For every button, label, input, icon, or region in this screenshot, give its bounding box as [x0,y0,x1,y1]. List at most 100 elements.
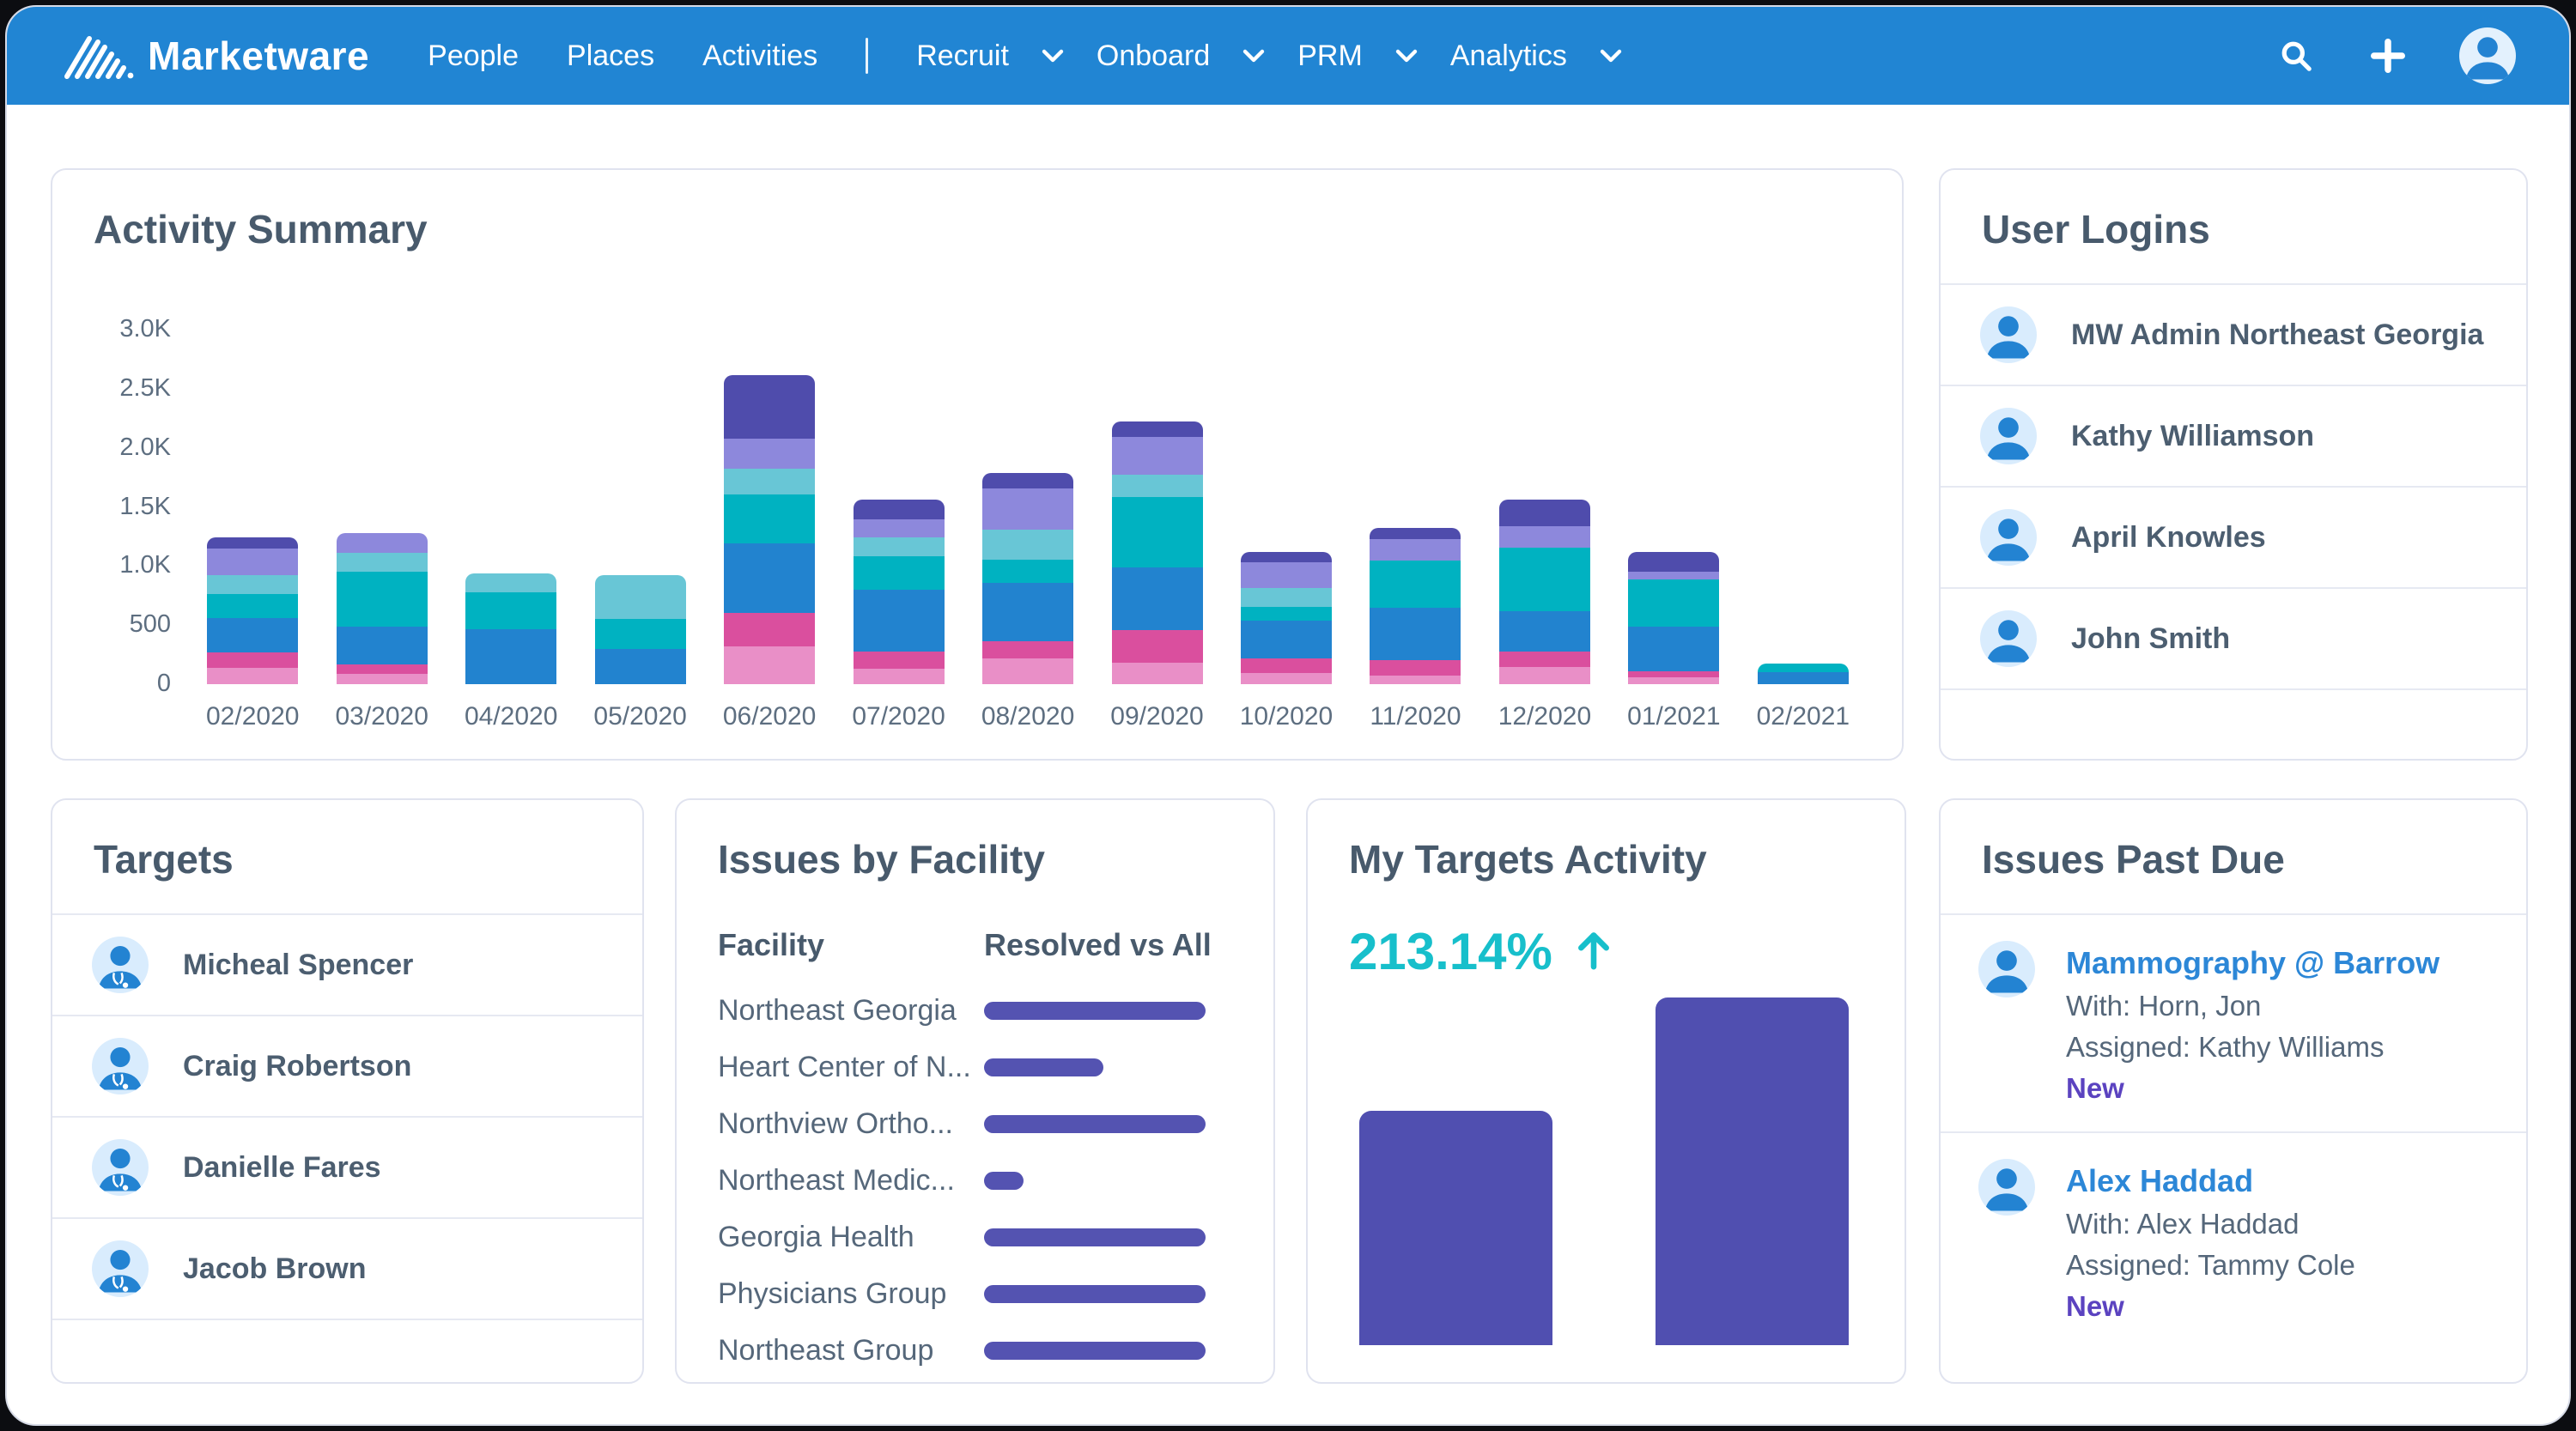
stacked-bar[interactable] [1498,500,1590,684]
brand-logo: Marketware [60,27,369,86]
user-login-row[interactable]: John Smith [1941,587,2526,688]
stacked-bar[interactable] [853,500,945,684]
stacked-bar[interactable] [594,575,686,684]
chart-column: 02/2020 [188,330,317,731]
segment-blue [1628,626,1720,671]
chart-column: 04/2020 [447,330,575,731]
nav-item-recruit[interactable]: Recruit [916,39,1009,72]
facility-row[interactable]: Physicians Group [677,1265,1273,1322]
segment-light-purple [1498,526,1590,548]
past-due-with: With: Horn, Jon [2066,990,2262,1022]
target-row[interactable]: Danielle Fares [52,1116,642,1217]
segment-teal [982,560,1074,583]
target-row[interactable]: Jacob Brown [52,1217,642,1319]
facility-row[interactable]: Northeast Medic... [677,1152,1273,1209]
segment-dark-purple [207,537,299,549]
doctor-avatar-icon [92,1240,149,1297]
target-activity-bar[interactable] [1359,1111,1552,1345]
past-due-item[interactable]: Mammography @ Barrow With: Horn, Jon Assig… [1941,915,2526,1133]
nav-item-places[interactable]: Places [567,39,655,72]
segment-light-teal [594,575,686,620]
stacked-bar[interactable] [1628,551,1720,684]
segment-light-teal [724,469,816,495]
stacked-bar[interactable] [724,375,816,684]
segment-light-purple [1628,571,1720,580]
segment-light-teal [465,573,557,593]
user-login-row[interactable]: April Knowles [1941,486,2526,587]
person-name: Danielle Fares [183,1150,381,1184]
chart-column: 01/2021 [1609,330,1738,731]
stacked-bar[interactable] [982,473,1074,684]
search-icon[interactable] [2275,35,2317,76]
stacked-bar[interactable] [465,573,557,684]
nav-item-activities[interactable]: Activities [702,39,818,72]
nav-item-onboard[interactable]: Onboard [1096,39,1211,72]
chart-column: 06/2020 [705,330,834,731]
resolved-bar-track [984,1284,1206,1303]
segment-dark-purple [1370,528,1461,540]
past-due-item[interactable]: Alex Haddad With: Alex Haddad Assigned: Ta… [1941,1133,2526,1349]
user-logins-list: MW Admin Northeast Georgia Kathy William… [1941,283,2526,690]
issues-past-due-card: Issues Past Due Mammography @ Barrow With… [1939,798,2528,1384]
segment-pink [853,669,945,684]
plus-icon[interactable] [2366,34,2409,77]
resolved-bar-track [984,1171,1206,1190]
facility-row[interactable]: Heart Center of N... [677,1039,1273,1095]
chevron-down-icon [1242,49,1265,64]
target-row[interactable]: Micheal Spencer [52,913,642,1015]
facility-name: Physicians Group [718,1276,947,1310]
facility-row[interactable]: Northeast Georgia [677,982,1273,1039]
segment-light-teal [853,537,945,556]
segment-light-purple [1240,561,1332,589]
segment-magenta [1628,670,1720,677]
x-axis-label: 02/2021 [1756,702,1850,731]
y-axis-tick: 1.5K [119,492,171,520]
person-name: Craig Robertson [183,1049,412,1082]
stacked-bar[interactable] [1370,528,1461,684]
past-due-title-link[interactable]: Alex Haddad [2066,1163,2254,1198]
past-due-title-link[interactable]: Mammography @ Barrow [2066,945,2440,980]
y-axis-tick: 0 [156,670,171,697]
stacked-bar[interactable] [1111,421,1203,684]
stacked-bar[interactable] [336,533,428,684]
segment-light-teal [1111,474,1203,497]
facility-row[interactable]: Georgia Health [677,1209,1273,1265]
person-name: MW Admin Northeast Georgia [2071,318,2484,351]
y-axis-tick: 2.0K [119,433,171,461]
segment-pink [1498,667,1590,684]
facility-row[interactable]: Northeast Group [677,1322,1273,1379]
user-login-row[interactable]: MW Admin Northeast Georgia [1941,283,2526,385]
target-row[interactable]: Craig Robertson [52,1015,642,1116]
facility-column-header: Facility [718,927,825,962]
chart-column: 12/2020 [1480,330,1609,731]
nav-item-analytics[interactable]: Analytics [1449,39,1567,72]
stacked-bar[interactable] [207,537,299,684]
user-avatar-icon [1980,610,2037,667]
person-name: April Knowles [2071,520,2266,554]
doctor-avatar-icon [92,1038,149,1094]
segment-teal [465,592,557,629]
facility-table-header: Facility Resolved vs All [677,927,1273,963]
segment-pink [724,646,816,684]
card-title: Activity Summary [94,207,428,252]
app-window: Marketware People Places Activities Recruit… [5,5,2571,1426]
person-name: Jacob Brown [183,1252,367,1285]
facility-name: Northview Ortho... [718,1107,953,1140]
stacked-bar[interactable] [1240,551,1332,684]
chevron-down-icon [1600,49,1622,64]
stacked-bar[interactable] [1757,663,1849,684]
segment-blue [594,648,686,684]
chevron-down-icon [1395,49,1418,64]
facility-row[interactable]: Northview Ortho... [677,1095,1273,1152]
nav-item-people[interactable]: People [428,39,519,72]
x-axis-label: 08/2020 [981,702,1075,731]
target-activity-bar[interactable] [1656,997,1849,1345]
user-login-row[interactable]: Kathy Williamson [1941,385,2526,486]
segment-teal [1370,561,1461,608]
segment-blue [853,589,945,652]
profile-avatar-icon[interactable] [2459,27,2516,84]
nav-item-prm[interactable]: PRM [1297,39,1363,72]
person-name: Kathy Williamson [2071,419,2315,452]
segment-dark-purple [1111,421,1203,437]
segment-light-purple [853,518,945,538]
